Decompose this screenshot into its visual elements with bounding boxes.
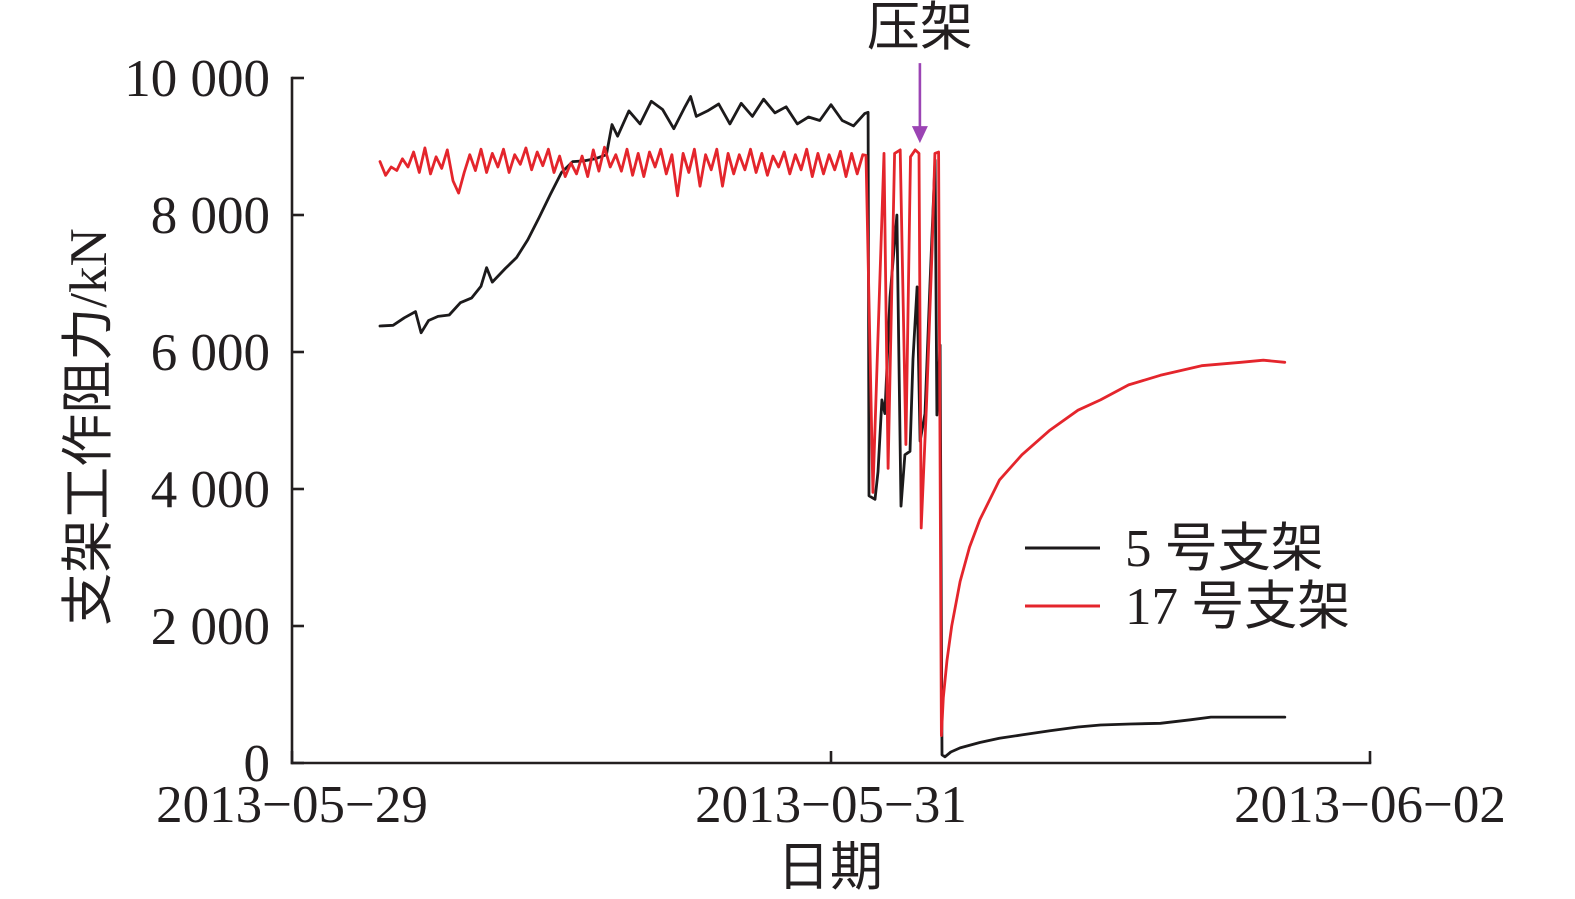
y-axis-title: 支架工作阻力/kN (60, 228, 118, 626)
x-tick-labels: 2013−05−29 2013−05−31 2013−06−02 (156, 776, 1506, 834)
series-line-support-5 (378, 95, 1287, 759)
annotation-roof-crush: 压架 (867, 0, 973, 144)
legend: 5 号支架 17 号支架 (1025, 520, 1350, 636)
legend-item-support-17: 17 号支架 (1025, 578, 1350, 636)
legend-label-support-5: 5 号支架 (1125, 520, 1324, 578)
annotation-label: 压架 (867, 0, 973, 57)
legend-item-support-5: 5 号支架 (1025, 520, 1324, 578)
y-tick-label-4000: 4 000 (151, 461, 270, 519)
x-tick-label-2013-05-31: 2013−05−31 (695, 776, 967, 834)
y-tick-label-2000: 2 000 (151, 598, 270, 656)
series-line-support-17 (378, 145, 1287, 737)
y-tick-label-8000: 8 000 (151, 187, 270, 245)
y-tick-labels: 0 2 000 4 000 6 000 8 000 10 000 (124, 50, 270, 793)
annotation-arrow-head-icon (911, 126, 928, 144)
y-tick-label-0: 0 (244, 735, 271, 793)
y-tick-label-6000: 6 000 (151, 324, 270, 382)
x-axis-title: 日期 (777, 839, 883, 897)
legend-label-support-17: 17 号支架 (1125, 578, 1350, 636)
x-tick-label-2013-06-02: 2013−06−02 (1234, 776, 1506, 834)
tick-marks (290, 76, 1372, 765)
plot-area (378, 95, 1287, 759)
y-tick-label-10000: 10 000 (124, 50, 270, 108)
x-tick-label-2013-05-29: 2013−05−29 (156, 776, 428, 834)
